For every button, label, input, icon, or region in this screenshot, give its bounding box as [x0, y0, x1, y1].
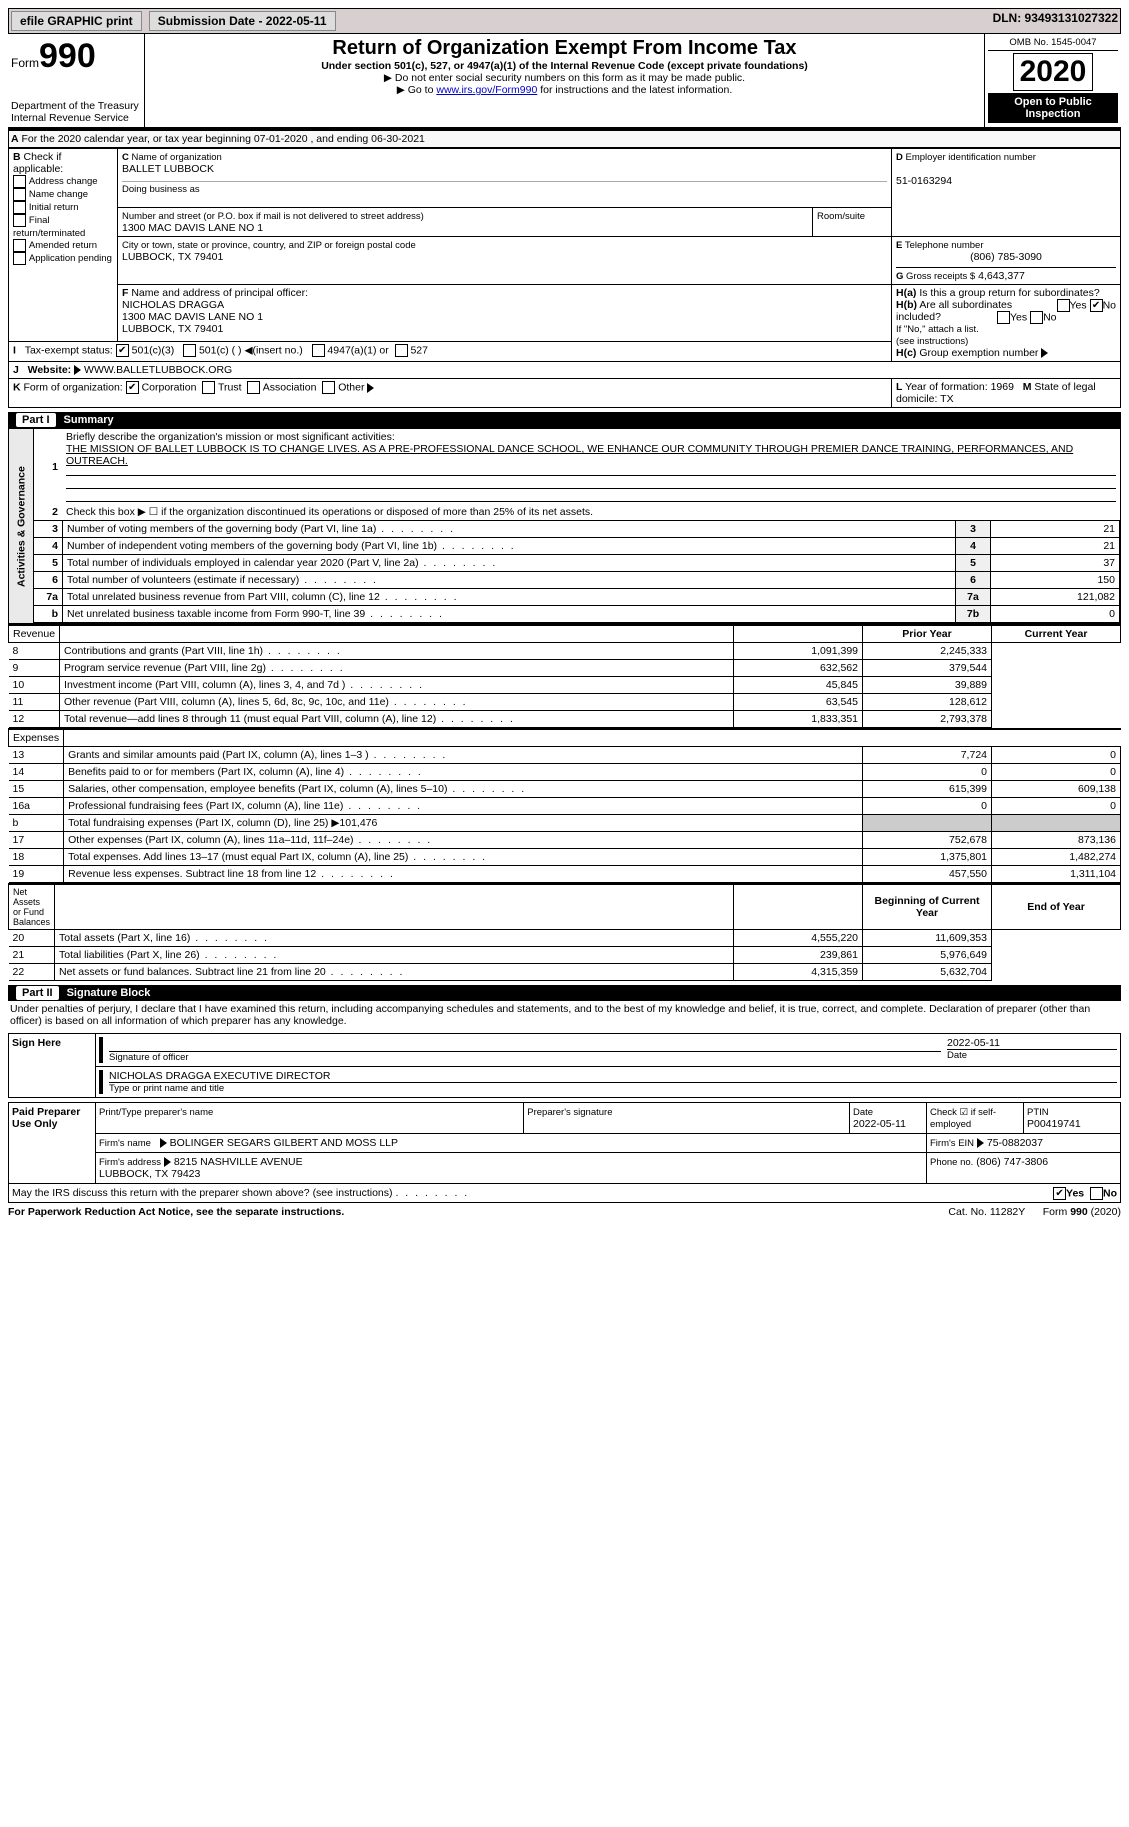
prep-date: 2022-05-11	[853, 1118, 906, 1130]
room-suite-label: Room/suite	[817, 211, 865, 222]
form-header: Form990 Department of the Treasury Inter…	[8, 34, 1121, 129]
sign-here-block: Sign Here Signature of officer 2022-05-1…	[8, 1033, 1121, 1098]
officer-address: 1300 MAC DAVIS LANE NO 1 LUBBOCK, TX 794…	[122, 311, 263, 335]
firm-ein: 75-0882037	[987, 1137, 1043, 1149]
org-name: BALLET LUBBOCK	[122, 163, 214, 175]
part1-header: Part ISummary	[8, 412, 1121, 428]
date-label: Date	[947, 1049, 1117, 1061]
website-label: Website:	[28, 364, 72, 376]
city-state-zip: LUBBOCK, TX 79401	[122, 251, 223, 263]
street-address: 1300 MAC DAVIS LANE NO 1	[122, 222, 263, 234]
submission-date-button[interactable]: Submission Date - 2022-05-11	[149, 11, 336, 31]
dba-label: Doing business as	[122, 181, 887, 195]
dept-treasury: Department of the Treasury Internal Reve…	[11, 100, 141, 124]
preparer-name-label: Print/Type preparer's name	[99, 1107, 213, 1118]
entity-info-block: B Check if applicable: Address change Na…	[8, 148, 1121, 408]
ptin: P00419741	[1027, 1118, 1081, 1130]
irs-link[interactable]: www.irs.gov/Form990	[436, 84, 537, 96]
boy-header: Beginning of Current Year	[863, 884, 992, 930]
revenue-table: Revenue Prior Year Current Year 8Contrib…	[8, 624, 1121, 728]
sig-officer-label: Signature of officer	[109, 1051, 941, 1063]
paid-preparer-block: Paid Preparer Use Only Print/Type prepar…	[8, 1102, 1121, 1184]
sign-here-label: Sign Here	[9, 1034, 96, 1098]
summary-table: Activities & Governance 1 Briefly descri…	[8, 428, 1121, 624]
current-year-header: Current Year	[992, 625, 1121, 643]
group-return-q: Is this a group return for subordinates?	[919, 287, 1099, 299]
group-exemption-label: Group exemption number	[919, 347, 1038, 359]
telephone: (806) 785-3090	[896, 251, 1116, 263]
mission-label: Briefly describe the organization's miss…	[66, 431, 395, 443]
top-bar: efile GRAPHIC print Submission Date - 20…	[8, 8, 1121, 34]
self-employed-check: Check ☑ if self-employed	[930, 1107, 996, 1130]
open-inspection: Open to Public Inspection	[988, 93, 1118, 123]
ein: 51-0163294	[896, 175, 952, 187]
officer-signed-name: NICHOLAS DRAGGA EXECUTIVE DIRECTOR	[109, 1070, 331, 1082]
form-title: Return of Organization Exempt From Incom…	[148, 37, 981, 60]
part2-header: Part IISignature Block	[8, 985, 1121, 1001]
line2-text: Check this box ▶ ☐ if the organization d…	[62, 504, 1121, 520]
tax-year: 2020	[1013, 53, 1094, 91]
type-name-label: Type or print name and title	[109, 1082, 1117, 1094]
revenue-label: Revenue	[9, 625, 60, 643]
form-org-label: Form of organization:	[24, 381, 123, 393]
discuss-line: May the IRS discuss this return with the…	[8, 1184, 1121, 1203]
tax-year-line: A For the 2020 calendar year, or tax yea…	[8, 129, 1121, 148]
gross-receipts: 4,643,377	[978, 270, 1025, 282]
form-note2: ▶ Go to www.irs.gov/Form990 for instruct…	[148, 84, 981, 96]
firm-name: BOLINGER SEGARS GILBERT AND MOSS LLP	[170, 1137, 398, 1149]
omb-number: OMB No. 1545-0047	[988, 37, 1118, 51]
mission-text: THE MISSION OF BALLET LUBBOCK IS TO CHAN…	[66, 443, 1073, 467]
firm-phone: (806) 747-3806	[976, 1156, 1048, 1168]
netassets-label: Net Assets or Fund Balances	[9, 884, 55, 930]
year-formation: Year of formation: 1969	[905, 381, 1014, 393]
attach-list-note: If "No," attach a list. (see instruction…	[896, 324, 979, 347]
sign-date: 2022-05-11	[947, 1037, 1000, 1049]
tax-exempt-label: Tax-exempt status:	[25, 345, 113, 357]
dln-label: DLN: 93493131027322	[993, 11, 1118, 25]
form-number: Form990	[11, 37, 141, 76]
website-url: WWW.BALLETLUBBOCK.ORG	[84, 364, 232, 376]
expenses-label: Expenses	[9, 729, 64, 747]
perjury-declaration: Under penalties of perjury, I declare th…	[8, 1001, 1121, 1029]
activities-governance-label: Activities & Governance	[9, 429, 34, 624]
netassets-table: Net Assets or Fund Balances Beginning of…	[8, 883, 1121, 981]
eoy-header: End of Year	[992, 884, 1121, 930]
footer: For Paperwork Reduction Act Notice, see …	[8, 1206, 1121, 1218]
efile-print-button[interactable]: efile GRAPHIC print	[11, 11, 142, 31]
form-note1: ▶ Do not enter social security numbers o…	[148, 72, 981, 84]
paid-preparer-label: Paid Preparer Use Only	[9, 1103, 96, 1184]
form-subtitle: Under section 501(c), 527, or 4947(a)(1)…	[148, 60, 981, 72]
officer-name: NICHOLAS DRAGGA	[122, 299, 224, 311]
prior-year-header: Prior Year	[863, 625, 992, 643]
expenses-table: Expenses 13Grants and similar amounts pa…	[8, 728, 1121, 883]
check-applicable-label: Check if applicable:	[13, 151, 63, 175]
preparer-sig-label: Preparer's signature	[527, 1107, 612, 1118]
